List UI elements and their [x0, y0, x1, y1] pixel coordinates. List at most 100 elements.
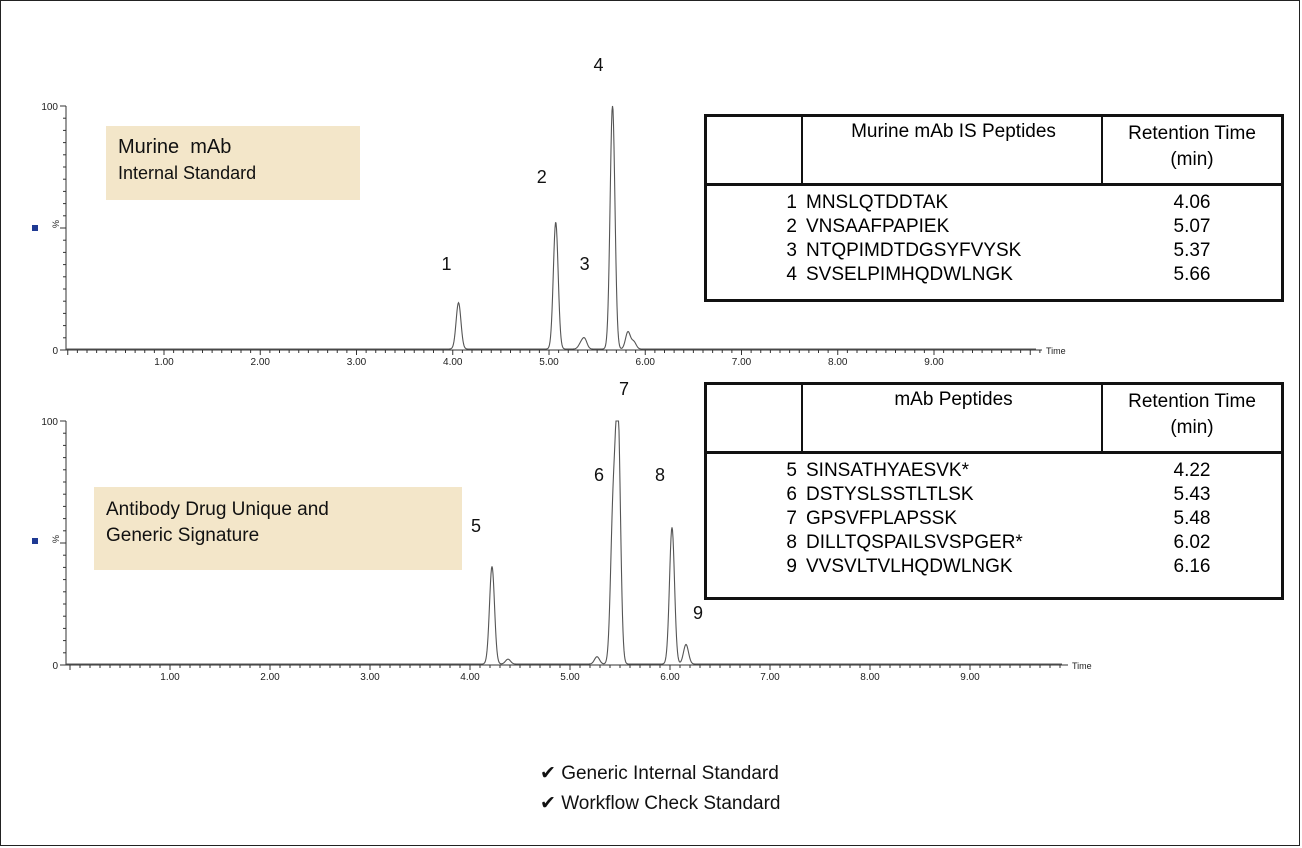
peak-label: 2 [537, 167, 547, 187]
murine-peptide-table: Murine mAb IS Peptides Retention Time (m… [704, 114, 1284, 302]
y-axis-label: % [51, 220, 61, 228]
y-axis-label: % [51, 535, 61, 543]
peptide-cell: DSTYSLSSTLTLSK [806, 484, 974, 505]
table-row: 9 VVSVLTVLHQDWLNGK 6.16 [707, 555, 1281, 579]
retention-time-cell: 5.48 [1173, 508, 1211, 529]
antibody-label-box: Antibody Drug Unique and Generic Signatu… [94, 487, 462, 570]
retention-time-cell: 4.06 [1173, 192, 1211, 213]
retention-time-cell: 6.02 [1173, 532, 1211, 553]
peak-number-cell: 4 [786, 264, 797, 285]
retention-time-cell: 5.37 [1173, 240, 1211, 261]
x-tick-label: 7.00 [760, 672, 780, 683]
panel-marker [32, 538, 38, 544]
y-tick-label: 100 [41, 102, 58, 113]
peak-number-cell: 7 [786, 508, 797, 529]
x-axis-label: Time [1046, 346, 1066, 356]
chromatogram-trace [66, 420, 1062, 665]
rt-header: Retention Time (min) [1103, 117, 1281, 183]
x-tick-label: 2.00 [251, 357, 271, 368]
retention-time-cell: 5.07 [1173, 216, 1211, 237]
peak-label: 8 [655, 465, 665, 485]
y-tick-label: 100 [41, 417, 58, 428]
peptide-cell: SINSATHYAESVK* [806, 460, 969, 481]
peak-label: 5 [471, 516, 481, 536]
retention-time-cell: 6.16 [1173, 556, 1211, 577]
peak-number-cell: 9 [786, 556, 797, 577]
table-row: 2 VNSAAFPAPIEK 5.07 [707, 215, 1281, 239]
table-body: 5 SINSATHYAESVK* 4.22 6 DSTYSLSSTLTLSK 5.43 7 G… [707, 454, 1281, 579]
rt-header-line1: Retention Time [1128, 123, 1256, 144]
rt-header-line2: (min) [1170, 417, 1214, 438]
legend-label: Generic Internal Standard [561, 763, 779, 784]
x-axis-label: Time [1072, 661, 1092, 671]
table-header: mAb Peptides Retention Time (min) [707, 385, 1281, 454]
x-tick-label: 1.00 [154, 357, 174, 368]
retention-time-cell: 5.43 [1173, 484, 1211, 505]
peak-number-cell: 8 [786, 532, 797, 553]
peak-label: 9 [693, 603, 703, 623]
table-row: 1 MNSLQTDDTAK 4.06 [707, 191, 1281, 215]
x-tick-label: 7.00 [732, 357, 752, 368]
peptide-cell: SVSELPIMHQDWLNGK [806, 264, 1013, 285]
x-tick-label: 4.00 [443, 357, 463, 368]
table-row: 6 DSTYSLSSTLTLSK 5.43 [707, 483, 1281, 507]
y-tick-label: 0 [52, 346, 58, 357]
legend-label: Workflow Check Standard [561, 793, 781, 814]
x-tick-label: 3.00 [347, 357, 367, 368]
table-row: 8 DILLTQSPAILSVSPGER* 6.02 [707, 531, 1281, 555]
x-tick-label: 1.00 [160, 672, 180, 683]
table-row: 4 SVSELPIMHQDWLNGK 5.66 [707, 263, 1281, 287]
x-tick-label: 5.00 [539, 357, 559, 368]
table-row: 5 SINSATHYAESVK* 4.22 [707, 459, 1281, 483]
x-tick-label: 8.00 [860, 672, 880, 683]
peptide-cell: NTQPIMDTDGSYFVYSK [806, 240, 1022, 261]
x-tick-label: 9.00 [924, 357, 944, 368]
peak-number-cell: 5 [786, 460, 797, 481]
peptide-cell: GPSVFPLAPSSK [806, 508, 958, 529]
chromatogram-trace [66, 105, 1036, 350]
antibody-label-line1: Antibody Drug Unique and [106, 499, 329, 520]
x-tick-label: 3.00 [360, 672, 380, 683]
peak-number-cell: 1 [786, 192, 797, 213]
rt-header: Retention Time (min) [1103, 385, 1281, 451]
x-tick-label: 6.00 [660, 672, 680, 683]
peak-label: 1 [442, 254, 452, 274]
peptide-cell: VVSVLTVLHQDWLNGK [806, 556, 1013, 577]
murine-label-line2: Internal Standard [118, 163, 257, 183]
table-row: 7 GPSVFPLAPSSK 5.48 [707, 507, 1281, 531]
legend-item-1: ✔ Generic Internal Standard [540, 762, 779, 785]
table-body: 1 MNSLQTDDTAK 4.06 2 VNSAAFPAPIEK 5.07 3 NTQPIM… [707, 186, 1281, 287]
peptide-header: mAb Peptides [803, 385, 1103, 451]
num-header-cell [707, 117, 803, 183]
num-header-cell [707, 385, 803, 451]
peak-number-cell: 6 [786, 484, 797, 505]
murine-label-line1: Murine mAb [118, 136, 232, 158]
panel-marker [32, 225, 38, 231]
murine-label-box: Murine mAb Internal Standard [106, 126, 360, 200]
peptide-cell: DILLTQSPAILSVSPGER* [806, 532, 1023, 553]
check-icon: ✔ [540, 763, 556, 784]
table-header: Murine mAb IS Peptides Retention Time (m… [707, 117, 1281, 186]
retention-time-cell: 5.66 [1173, 264, 1211, 285]
rt-header-line2: (min) [1170, 149, 1214, 170]
peak-number-cell: 2 [786, 216, 797, 237]
y-tick-label: 0 [52, 661, 58, 672]
x-tick-label: 2.00 [260, 672, 280, 683]
peak-number-cell: 3 [786, 240, 797, 261]
table-row: 3 NTQPIMDTDGSYFVYSK 5.37 [707, 239, 1281, 263]
x-tick-label: 8.00 [828, 357, 848, 368]
peptide-header: Murine mAb IS Peptides [803, 117, 1103, 183]
rt-header-line1: Retention Time [1128, 391, 1256, 412]
x-tick-label: 9.00 [960, 672, 980, 683]
antibody-label-line2: Generic Signature [106, 525, 260, 546]
retention-time-cell: 4.22 [1173, 460, 1211, 481]
x-tick-label: 5.00 [560, 672, 580, 683]
mab-peptide-table: mAb Peptides Retention Time (min) 5 SINSA… [704, 382, 1284, 600]
peak-label: 7 [619, 379, 629, 399]
peptide-cell: VNSAAFPAPIEK [806, 216, 950, 237]
legend-item-2: ✔ Workflow Check Standard [540, 792, 781, 815]
peak-label: 4 [594, 55, 604, 75]
peptide-cell: MNSLQTDDTAK [806, 192, 949, 213]
